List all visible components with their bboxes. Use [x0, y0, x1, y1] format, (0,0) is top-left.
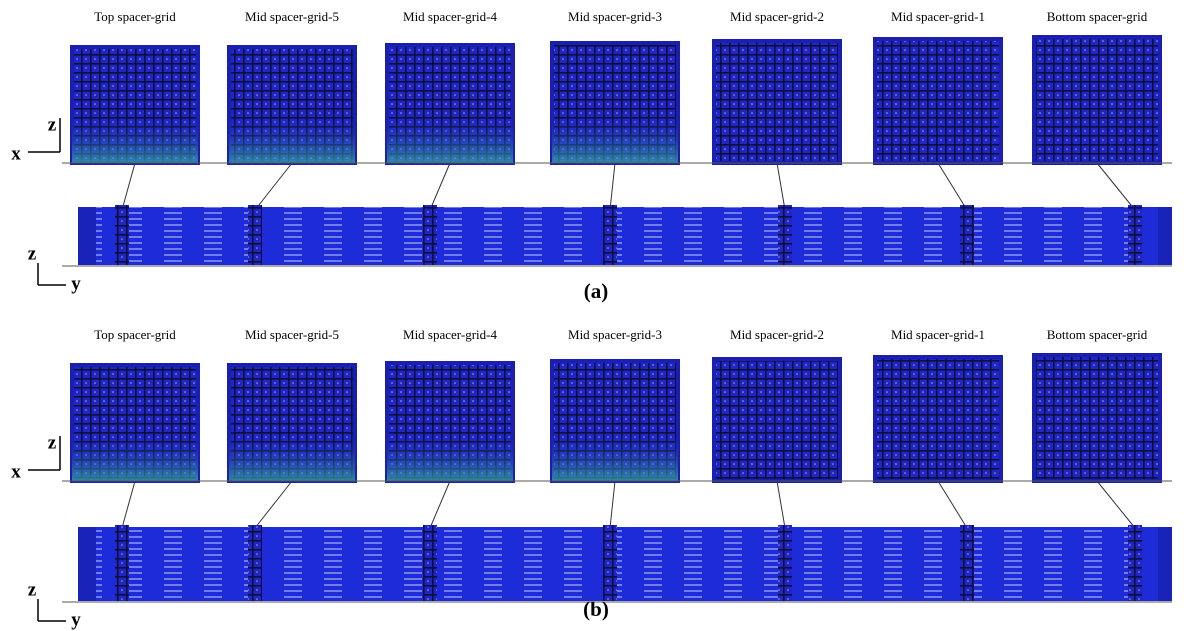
grid-title: Bottom spacer-grid: [1047, 9, 1148, 24]
connector: [777, 163, 785, 210]
fuel-assembly: [78, 207, 1168, 265]
grid-band: [778, 205, 792, 265]
connector: [430, 163, 450, 210]
connector: [1097, 163, 1135, 210]
connector: [610, 163, 615, 210]
connector: [255, 163, 292, 210]
grid-title: Mid spacer-grid-3: [568, 9, 662, 24]
connector: [1097, 481, 1135, 528]
grid-band: [423, 525, 437, 601]
grid-band: [603, 525, 617, 601]
grid-title: Top spacer-grid: [94, 9, 176, 24]
axis-label: y: [71, 273, 81, 294]
grid-title: Mid spacer-grid-4: [403, 9, 497, 24]
stress-zone: [552, 361, 678, 481]
connector: [122, 481, 135, 528]
connector: [122, 163, 135, 210]
fuel-assembly: [78, 527, 1168, 601]
axis-label: z: [48, 432, 57, 453]
grid-band: [960, 525, 974, 601]
axis-label: z: [48, 114, 57, 135]
top-nozzle: [78, 527, 96, 601]
grid-band: [423, 205, 437, 265]
grid-title: Top spacer-grid: [94, 327, 176, 342]
grid-title: Mid spacer-grid-5: [245, 327, 339, 342]
spacer-grid-view: [714, 41, 840, 163]
grid-title: Bottom spacer-grid: [1047, 327, 1148, 342]
spacer-grid-view: [714, 359, 840, 481]
grid-title: Mid spacer-grid-5: [245, 9, 339, 24]
stress-zone: [72, 365, 198, 481]
stress-zone: [387, 363, 513, 481]
grid-band: [248, 205, 262, 265]
connector: [610, 481, 615, 528]
grid-title: Mid spacer-grid-4: [403, 327, 497, 342]
connector: [938, 481, 967, 528]
grid-title: Mid spacer-grid-2: [730, 327, 824, 342]
stress-zone: [72, 47, 198, 163]
stress-zone: [229, 47, 355, 163]
connector: [938, 163, 967, 210]
axis-label: x: [11, 461, 21, 482]
panel-caption: (a): [584, 279, 609, 303]
connector: [255, 481, 292, 528]
grid-band: [1128, 205, 1142, 265]
spacer-grid-view: [875, 39, 1001, 163]
grid-title: Mid spacer-grid-1: [891, 9, 985, 24]
grid-band: [248, 525, 262, 601]
grid-band: [603, 205, 617, 265]
bottom-nozzle: [1158, 207, 1172, 265]
grid-title: Mid spacer-grid-1: [891, 327, 985, 342]
connector: [430, 481, 450, 528]
grid-band: [115, 525, 129, 601]
axis-label: y: [71, 609, 81, 630]
grid-band: [778, 525, 792, 601]
spacer-grid-view: [1034, 355, 1160, 481]
spacer-grid-view: [875, 357, 1001, 481]
grid-title: Mid spacer-grid-3: [568, 327, 662, 342]
grid-band: [115, 205, 129, 265]
axis-label: x: [11, 143, 21, 164]
stress-zone: [229, 365, 355, 481]
figure: Top spacer-grid Mid spacer-grid-5 Mid spac…: [0, 0, 1192, 631]
grid-title: Mid spacer-grid-2: [730, 9, 824, 24]
grid-band: [1128, 525, 1142, 601]
top-nozzle: [78, 207, 96, 265]
stress-zone: [387, 45, 513, 163]
grid-band: [960, 205, 974, 265]
bottom-nozzle: [1158, 527, 1172, 601]
panel-caption: (b): [583, 597, 609, 621]
spacer-grid-view: [1034, 37, 1160, 163]
stress-zone: [552, 43, 678, 163]
axis-label: z: [28, 243, 37, 264]
axis-label: z: [28, 579, 37, 600]
connector: [777, 481, 785, 528]
